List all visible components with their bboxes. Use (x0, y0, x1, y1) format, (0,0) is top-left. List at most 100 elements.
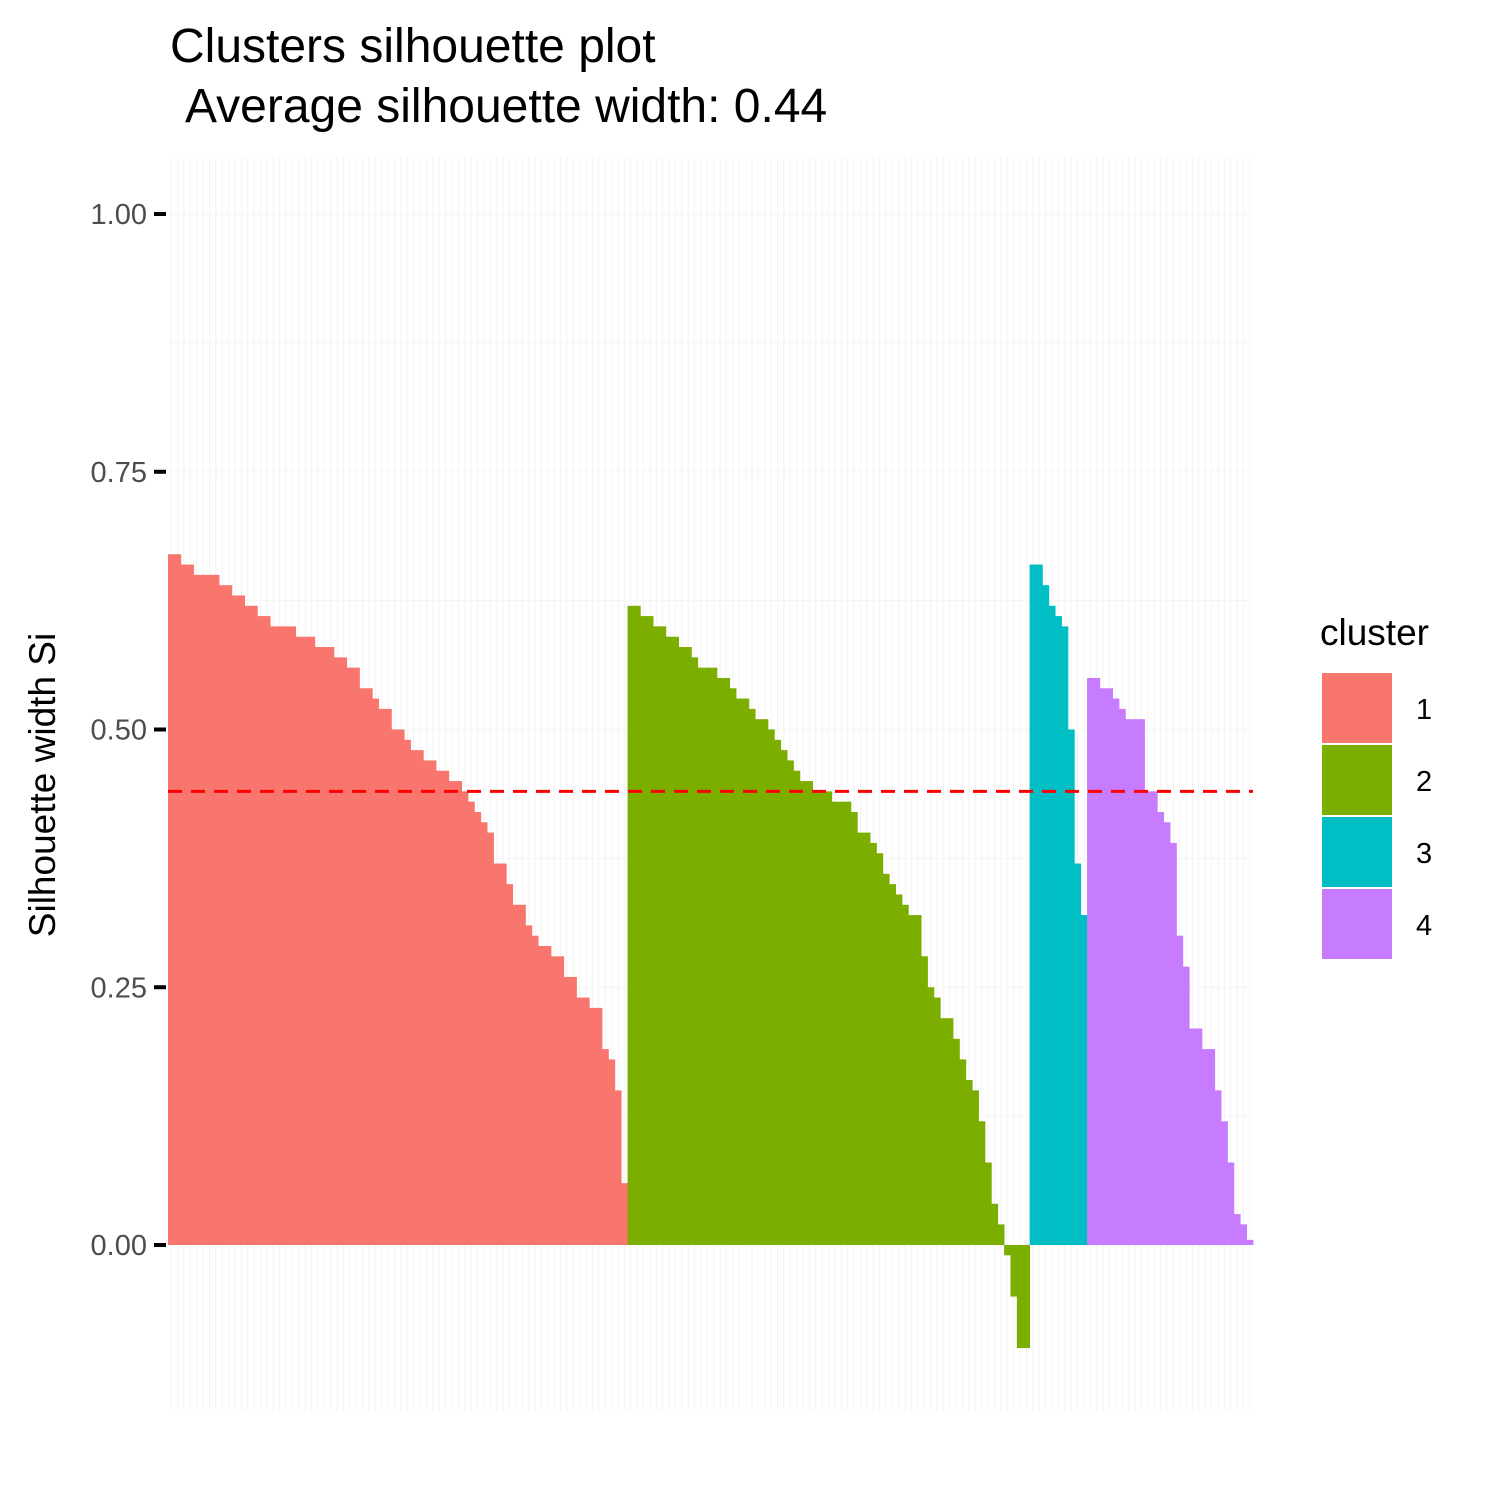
bars (168, 554, 1254, 1349)
silhouette-bar-cluster-2 (895, 894, 903, 1245)
silhouette-bar-cluster-1 (263, 616, 271, 1245)
silhouette-bar-cluster-1 (231, 595, 239, 1245)
silhouette-bar-cluster-2 (965, 1080, 973, 1245)
legend-items: 1 2 3 4 (1322, 673, 1432, 959)
silhouette-bar-cluster-2 (850, 811, 858, 1245)
silhouette-bar-cluster-2 (742, 698, 750, 1245)
silhouette-bar-cluster-3 (1061, 626, 1069, 1245)
silhouette-bar-cluster-4 (1144, 791, 1152, 1245)
silhouette-bar-cluster-1 (474, 811, 482, 1245)
silhouette-bar-cluster-1 (467, 801, 475, 1245)
silhouette-bar-cluster-2 (857, 832, 865, 1245)
silhouette-bar-cluster-2 (997, 1224, 1005, 1245)
silhouette-bar-cluster-2 (984, 1162, 992, 1245)
silhouette-bar-cluster-2 (914, 915, 922, 1245)
silhouette-bar-cluster-2 (972, 1090, 979, 1245)
silhouette-bar-cluster-2 (825, 791, 833, 1245)
silhouette-bar-cluster-4 (1233, 1214, 1241, 1245)
silhouette-bar-cluster-4 (1208, 1049, 1216, 1245)
silhouette-bar-cluster-1 (563, 976, 571, 1245)
silhouette-bar-cluster-2 (633, 605, 641, 1245)
silhouette-bar-cluster-1 (455, 781, 462, 1245)
plot-panel (168, 158, 1254, 1410)
legend: cluster 1 2 3 4 (1320, 612, 1432, 959)
silhouette-bar-cluster-1 (225, 585, 233, 1245)
silhouette-bar-cluster-1 (199, 574, 207, 1245)
silhouette-bar-cluster-1 (397, 729, 405, 1245)
legend-swatch-2 (1322, 745, 1392, 815)
silhouette-bar-cluster-4 (1099, 688, 1107, 1245)
silhouette-bar-cluster-4 (1125, 719, 1133, 1245)
y-tick-label: 1.00 (91, 199, 147, 231)
chart-title: Clusters silhouette plot (170, 20, 656, 73)
silhouette-bar-cluster-2 (755, 719, 762, 1245)
silhouette-bar-cluster-4 (1221, 1121, 1228, 1245)
silhouette-bar-cluster-1 (302, 636, 309, 1245)
silhouette-bar-cluster-3 (1074, 863, 1082, 1245)
silhouette-bar-cluster-4 (1138, 719, 1145, 1245)
silhouette-bar-cluster-2 (665, 636, 673, 1245)
silhouette-bar-cluster-1 (270, 626, 277, 1245)
silhouette-bar-cluster-2 (748, 708, 756, 1245)
silhouette-bar-cluster-1 (557, 956, 565, 1245)
silhouette-bar-cluster-4 (1163, 822, 1171, 1245)
silhouette-bar-cluster-4 (1118, 708, 1126, 1245)
silhouette-bar-cluster-2 (678, 647, 686, 1245)
silhouette-bar-cluster-2 (780, 750, 788, 1245)
silhouette-bar-cluster-2 (940, 1018, 948, 1245)
silhouette-bar-cluster-2 (946, 1018, 954, 1245)
silhouette-bar-cluster-4 (1182, 966, 1190, 1245)
y-tick-label: 0.75 (91, 457, 147, 489)
silhouette-bar-cluster-2 (959, 1059, 967, 1245)
silhouette-bar-cluster-2 (838, 801, 845, 1245)
silhouette-bar-cluster-1 (506, 884, 514, 1245)
silhouette-bar-cluster-1 (174, 554, 182, 1245)
silhouette-bar-cluster-2 (736, 698, 743, 1245)
silhouette-bar-cluster-2 (889, 884, 896, 1245)
silhouette-bar-cluster-1 (608, 1059, 616, 1245)
silhouette-bar-cluster-3 (1029, 564, 1037, 1245)
silhouette-bar-cluster-2 (774, 739, 782, 1245)
silhouette-bar-cluster-3 (1080, 915, 1088, 1245)
silhouette-bar-cluster-2 (723, 677, 731, 1245)
silhouette-bar-cluster-4 (1087, 677, 1094, 1245)
silhouette-bar-cluster-1 (404, 739, 411, 1245)
silhouette-bar-cluster-3 (1055, 616, 1062, 1245)
silhouette-bar-cluster-1 (378, 708, 386, 1245)
silhouette-bar-cluster-3 (1042, 585, 1050, 1245)
silhouette-bar-cluster-4 (1246, 1239, 1254, 1245)
silhouette-bar-cluster-1 (244, 605, 252, 1245)
silhouette-bar-cluster-4 (1195, 1028, 1203, 1245)
silhouette-bar-cluster-1 (238, 595, 245, 1245)
silhouette-bar-cluster-1 (570, 976, 577, 1245)
silhouette-bar-cluster-1 (429, 760, 437, 1245)
silhouette-bar-cluster-2 (812, 791, 820, 1245)
silhouette-bar-cluster-2 (646, 616, 654, 1245)
silhouette-bar-cluster-1 (544, 946, 552, 1245)
silhouette-bar-cluster-1 (448, 781, 456, 1245)
silhouette-bar-cluster-1 (372, 698, 380, 1245)
silhouette-bar-cluster-2 (927, 987, 935, 1245)
silhouette-bar-cluster-1 (493, 863, 501, 1245)
silhouette-bar-cluster-2 (876, 853, 884, 1245)
silhouette-bar-cluster-1 (327, 647, 335, 1245)
silhouette-bar-cluster-2 (716, 677, 724, 1245)
silhouette-bar-cluster-1 (525, 925, 533, 1245)
silhouette-bar-cluster-4 (1189, 1028, 1196, 1245)
silhouette-bar-cluster-1 (499, 863, 507, 1245)
silhouette-bar-cluster-1 (461, 791, 469, 1245)
silhouette-bar-cluster-2 (844, 801, 852, 1245)
silhouette-bar-cluster-1 (333, 657, 341, 1245)
silhouette-bar-cluster-4 (1112, 698, 1120, 1245)
silhouette-bar-cluster-2 (672, 636, 679, 1245)
silhouette-bar-cluster-4 (1214, 1090, 1222, 1245)
silhouette-bar-cluster-2 (767, 729, 775, 1245)
silhouette-bar-cluster-4 (1093, 677, 1101, 1245)
silhouette-bar-cluster-4 (1170, 842, 1177, 1245)
y-tick-label: 0.00 (91, 1230, 147, 1262)
silhouette-bar-cluster-1 (423, 760, 431, 1245)
silhouette-bar-cluster-1 (621, 1183, 628, 1245)
silhouette-bar-cluster-1 (480, 822, 488, 1245)
silhouette-bar-cluster-2 (710, 667, 718, 1245)
